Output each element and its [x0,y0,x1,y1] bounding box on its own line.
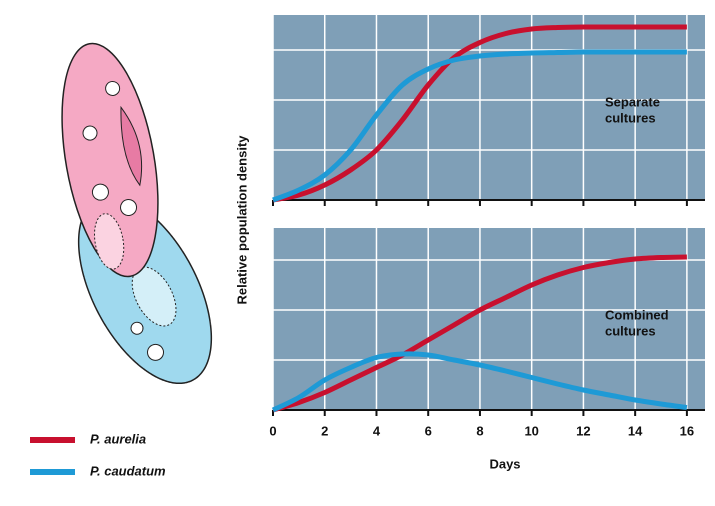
annotation: Separate [605,94,660,109]
x-tick-label: 12 [576,423,590,438]
x-tick-label: 0 [269,423,276,438]
plot-background [273,15,705,200]
x-tick-label: 4 [373,423,381,438]
x-tick-label: 16 [680,423,694,438]
series-line [272,254,687,413]
series-line [272,24,687,203]
annotation: cultures [605,323,656,338]
x-axis-label: Days [489,456,520,471]
x-tick-label: 6 [425,423,432,438]
series-line [271,351,688,413]
annotation: Combined [605,307,669,322]
x-tick-label: 14 [628,423,643,438]
paramecia-illustration [61,42,213,385]
y-axis-label: Relative population density [234,135,249,305]
x-tick-label: 10 [524,423,538,438]
series-line [272,49,687,203]
legend-label: P. aurelia [90,431,146,446]
annotation: cultures [605,110,656,125]
x-tick-label: 8 [476,423,483,438]
x-tick-label: 2 [321,423,328,438]
legend-label: P. caudatum [90,463,166,478]
